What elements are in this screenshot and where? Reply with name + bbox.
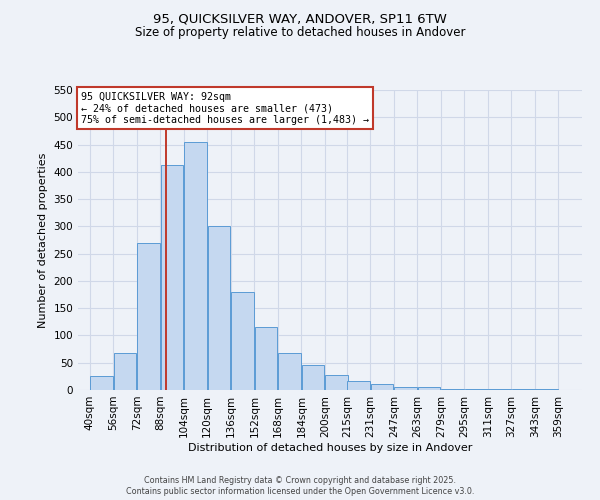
Bar — [325, 376, 348, 390]
Bar — [184, 142, 207, 390]
Bar — [208, 226, 230, 390]
Bar — [255, 328, 277, 390]
Bar — [418, 388, 440, 390]
Bar — [137, 242, 160, 390]
Bar — [231, 292, 254, 390]
X-axis label: Distribution of detached houses by size in Andover: Distribution of detached houses by size … — [188, 442, 472, 452]
Text: Size of property relative to detached houses in Andover: Size of property relative to detached ho… — [135, 26, 465, 39]
Bar — [465, 389, 488, 390]
Y-axis label: Number of detached properties: Number of detached properties — [38, 152, 48, 328]
Text: Contains public sector information licensed under the Open Government Licence v3: Contains public sector information licen… — [126, 487, 474, 496]
Bar — [90, 376, 113, 390]
Text: Contains HM Land Registry data © Crown copyright and database right 2025.: Contains HM Land Registry data © Crown c… — [144, 476, 456, 485]
Text: 95 QUICKSILVER WAY: 92sqm
← 24% of detached houses are smaller (473)
75% of semi: 95 QUICKSILVER WAY: 92sqm ← 24% of detac… — [80, 92, 368, 124]
Bar — [371, 384, 394, 390]
Bar — [442, 389, 464, 390]
Text: 95, QUICKSILVER WAY, ANDOVER, SP11 6TW: 95, QUICKSILVER WAY, ANDOVER, SP11 6TW — [153, 12, 447, 26]
Bar — [114, 353, 136, 390]
Bar — [302, 366, 325, 390]
Bar — [161, 166, 184, 390]
Bar — [278, 353, 301, 390]
Bar — [347, 382, 370, 390]
Bar — [394, 388, 417, 390]
